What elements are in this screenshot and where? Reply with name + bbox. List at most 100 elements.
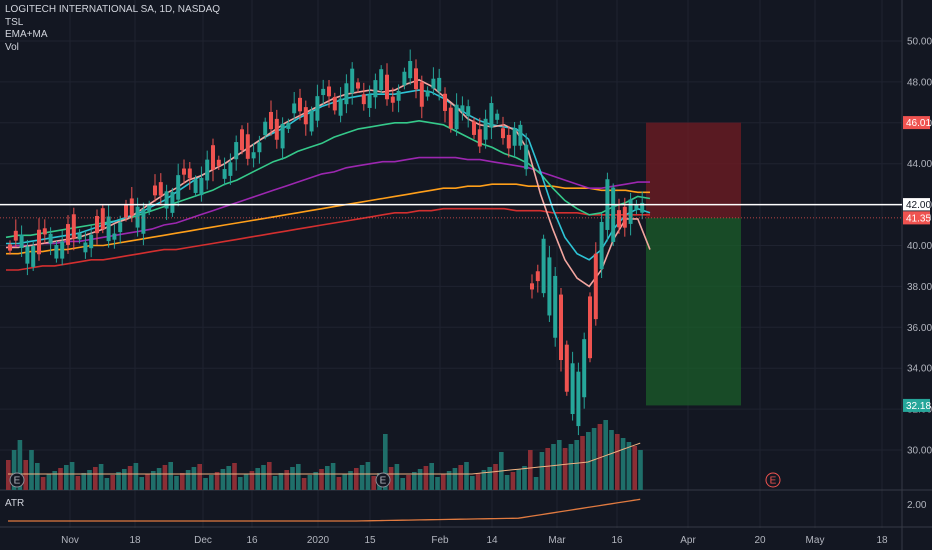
volume-bar xyxy=(342,474,347,490)
price-tick-label: 38.00 xyxy=(907,282,932,293)
atr-pane-label[interactable]: ATR xyxy=(5,498,25,509)
candle-body xyxy=(257,142,262,153)
candle-body xyxy=(164,191,169,209)
candle-body xyxy=(477,129,482,147)
candle xyxy=(553,266,558,347)
candle-body xyxy=(414,68,418,90)
volume-bar xyxy=(23,460,28,490)
time-tick-label: 14 xyxy=(486,535,498,546)
event-letter: E xyxy=(14,476,21,487)
candle-body xyxy=(350,68,355,94)
volume-bar xyxy=(46,474,52,490)
volume-bar xyxy=(296,464,301,490)
candle xyxy=(437,68,442,101)
candle xyxy=(472,117,476,140)
volume-bar xyxy=(127,466,133,490)
volume-bar xyxy=(52,471,57,490)
volume-bar xyxy=(417,469,423,490)
candle xyxy=(240,125,244,155)
volume-bar xyxy=(452,468,458,490)
series-line-ma-red xyxy=(6,207,650,271)
candle-body xyxy=(634,204,639,211)
candle-body xyxy=(205,159,210,181)
candle-body xyxy=(599,221,604,270)
candle xyxy=(228,153,233,185)
candle xyxy=(158,173,163,205)
candle-body xyxy=(454,104,459,130)
candle xyxy=(205,150,210,190)
volume-bar xyxy=(458,465,463,490)
candle xyxy=(605,172,610,242)
candle xyxy=(54,240,59,263)
candle xyxy=(292,92,297,120)
target-price-badge: 32.18 xyxy=(903,398,931,412)
candle xyxy=(367,85,372,117)
candle-body xyxy=(187,168,192,179)
candle xyxy=(576,362,581,436)
candle xyxy=(170,187,175,217)
candle xyxy=(100,204,105,234)
volume-bar xyxy=(110,475,115,490)
candle xyxy=(60,229,65,266)
candle-body xyxy=(280,123,285,149)
candle-body xyxy=(60,241,65,259)
candle-body xyxy=(303,107,308,125)
candle-body xyxy=(547,257,552,316)
candle-body xyxy=(593,253,598,320)
candle-body xyxy=(640,202,645,213)
time-tick-label: 16 xyxy=(611,535,623,546)
time-tick-label: Mar xyxy=(548,535,566,546)
candle xyxy=(628,192,633,236)
volume-bar xyxy=(551,444,556,490)
candle-body xyxy=(141,209,146,234)
volume-bar xyxy=(562,448,568,490)
volume-bar xyxy=(87,470,92,490)
candle-body xyxy=(193,179,198,193)
price-tick-label: 36.00 xyxy=(907,323,932,334)
candle xyxy=(506,125,511,158)
candle-body xyxy=(466,106,471,117)
candle xyxy=(286,118,291,134)
symbol-title[interactable]: LOGITECH INTERNATIONAL SA, 1D, NASDAQ xyxy=(5,4,221,15)
indicator-ema-ma[interactable]: EMA+MA xyxy=(5,29,48,40)
time-tick-label: May xyxy=(806,535,825,546)
candle-body xyxy=(112,233,117,240)
candle xyxy=(356,78,360,93)
candle-body xyxy=(176,175,181,200)
candle-body xyxy=(153,185,157,196)
time-tick-label: 20 xyxy=(754,535,766,546)
candle xyxy=(564,340,569,396)
candle-body xyxy=(251,152,256,159)
candle xyxy=(106,205,111,248)
volume-bar xyxy=(539,452,545,490)
volume-ma-line xyxy=(8,442,641,475)
candle xyxy=(112,224,117,249)
candle-body xyxy=(408,61,413,79)
candle-body xyxy=(617,210,621,228)
candle-body xyxy=(245,134,250,159)
target-price-badge-text: 32.18 xyxy=(906,401,931,412)
volume-bar xyxy=(272,476,278,490)
candle-body xyxy=(292,103,297,114)
candle-body xyxy=(356,82,360,89)
candle xyxy=(483,109,488,149)
candle xyxy=(147,200,152,216)
time-tick-label: 18 xyxy=(129,535,141,546)
indicator-volume[interactable]: Vol xyxy=(5,41,19,53)
price-tick-label: 50.00 xyxy=(907,37,932,48)
candle xyxy=(350,62,355,105)
candle-body xyxy=(541,238,546,294)
volume-bar xyxy=(203,478,208,490)
indicator-tsl[interactable]: TSL xyxy=(5,16,24,28)
volume-bar xyxy=(481,470,487,490)
candle-body xyxy=(71,214,76,239)
time-tick-label: 16 xyxy=(246,535,258,546)
candle xyxy=(361,82,366,111)
volume-bar xyxy=(151,471,156,490)
candle-body xyxy=(240,129,244,151)
candle-body xyxy=(443,93,447,111)
candle xyxy=(13,219,18,248)
candle-body xyxy=(512,128,517,146)
candle-body xyxy=(489,103,494,128)
